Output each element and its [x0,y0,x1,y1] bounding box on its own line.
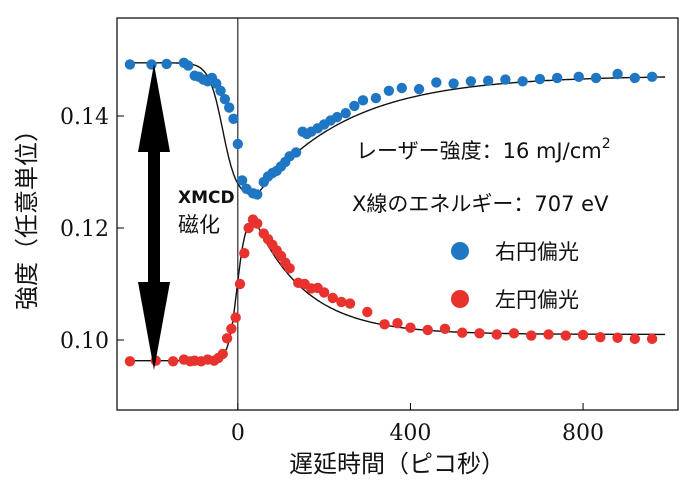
data-point-left-circular [543,329,554,340]
x-tick-label: 400 [389,421,431,446]
data-point-right-circular [124,59,136,70]
xmcd-double-arrow [138,64,170,370]
data-point-left-circular [595,332,606,343]
data-point-right-circular [161,58,172,70]
data-point-right-circular [465,76,477,87]
data-point-left-circular [284,263,295,274]
data-point-left-circular [379,319,390,330]
series-left-circular [124,214,658,367]
plot-frame [116,17,679,411]
data-point-right-circular [228,113,239,125]
data-point-right-circular [517,76,528,87]
data-point-left-circular [457,327,468,338]
data-point-right-circular [413,83,425,95]
data-point-left-circular [230,312,241,323]
data-point-right-circular [534,73,546,85]
data-point-right-circular [215,85,226,97]
y-axis-title: 強度（任意単位） [13,118,41,310]
data-point-right-circular [370,92,382,104]
y-tick-label: 0.10 [60,329,109,354]
data-point-left-circular [508,328,520,339]
data-point-right-circular [349,100,360,112]
laser-intensity-text: レーザー強度：16 mJ/cm [356,139,602,163]
data-point-right-circular [396,82,408,94]
legend: 右円偏光 左円偏光 [451,240,579,312]
legend-marker-right [451,242,469,260]
y-tick-label: 0.12 [60,217,109,242]
data-point-right-circular [183,60,194,71]
data-point-left-circular [243,222,254,234]
data-point-left-circular [252,218,263,229]
data-point-right-circular [224,102,235,113]
data-point-right-circular [340,108,351,119]
legend-label-right: 右円偏光 [495,240,579,264]
data-point-left-circular [422,324,433,336]
x-axis-ticks: 0 400 800 [231,403,604,446]
data-point-right-circular [357,95,369,106]
y-axis-ticks: 0.10 0.12 0.14 [60,105,124,354]
data-point-left-circular [124,356,136,367]
magnetization-label: 磁化 [178,213,220,237]
x-axis-title: 遅延時間（ピコ秒） [289,450,505,478]
data-point-left-circular [327,292,338,304]
data-point-left-circular [318,287,330,298]
series-right-circular [124,57,658,200]
data-point-right-circular [590,72,602,84]
data-point-right-circular [573,71,584,83]
data-point-right-circular [612,68,623,80]
data-point-left-circular [362,306,373,318]
data-point-right-circular [482,75,494,86]
data-point-right-circular [383,85,395,97]
data-point-right-circular [551,72,563,84]
legend-marker-left [451,290,469,308]
legend-label-left: 左円偏光 [495,288,579,312]
data-point-right-circular [331,111,343,123]
data-point-left-circular [239,248,250,259]
data-point-left-circular [491,329,502,340]
data-point-right-circular [290,147,302,158]
data-point-left-circular [392,318,403,329]
data-point-right-circular [219,94,231,105]
data-point-right-circular [629,72,641,84]
data-point-left-circular [221,333,233,344]
laser-intensity-superscript: 2 [602,136,611,152]
data-point-left-circular [646,333,658,345]
data-point-left-circular [217,348,228,360]
data-point-right-circular [448,78,459,89]
data-point-right-circular [236,175,248,186]
data-point-left-circular [234,278,246,290]
data-point-right-circular [232,138,244,150]
y-tick-label: 0.14 [60,105,109,130]
data-point-left-circular [344,298,356,309]
data-point-left-circular [167,356,179,367]
data-point-left-circular [474,328,485,339]
data-point-left-circular [612,332,623,343]
data-point-left-circular [405,322,416,333]
data-point-left-circular [526,330,537,341]
data-point-left-circular [336,296,347,308]
data-point-right-circular [500,74,511,85]
data-point-left-circular [577,329,589,341]
data-point-left-circular [226,323,237,334]
data-point-right-circular [431,77,442,88]
x-tick-label: 800 [562,421,604,446]
laser-intensity-label: レーザー強度：16 mJ/cm2 [356,136,611,163]
xray-energy-label: X線のエネルギー：707 eV [352,192,609,216]
data-point-right-circular [646,71,658,83]
x-tick-label: 0 [231,421,245,446]
data-point-left-circular [560,330,571,341]
xmcd-label: XMCD [178,188,235,208]
data-point-left-circular [439,323,451,334]
data-point-right-circular [252,189,263,200]
data-point-right-circular [146,59,157,70]
data-point-left-circular [629,333,641,345]
